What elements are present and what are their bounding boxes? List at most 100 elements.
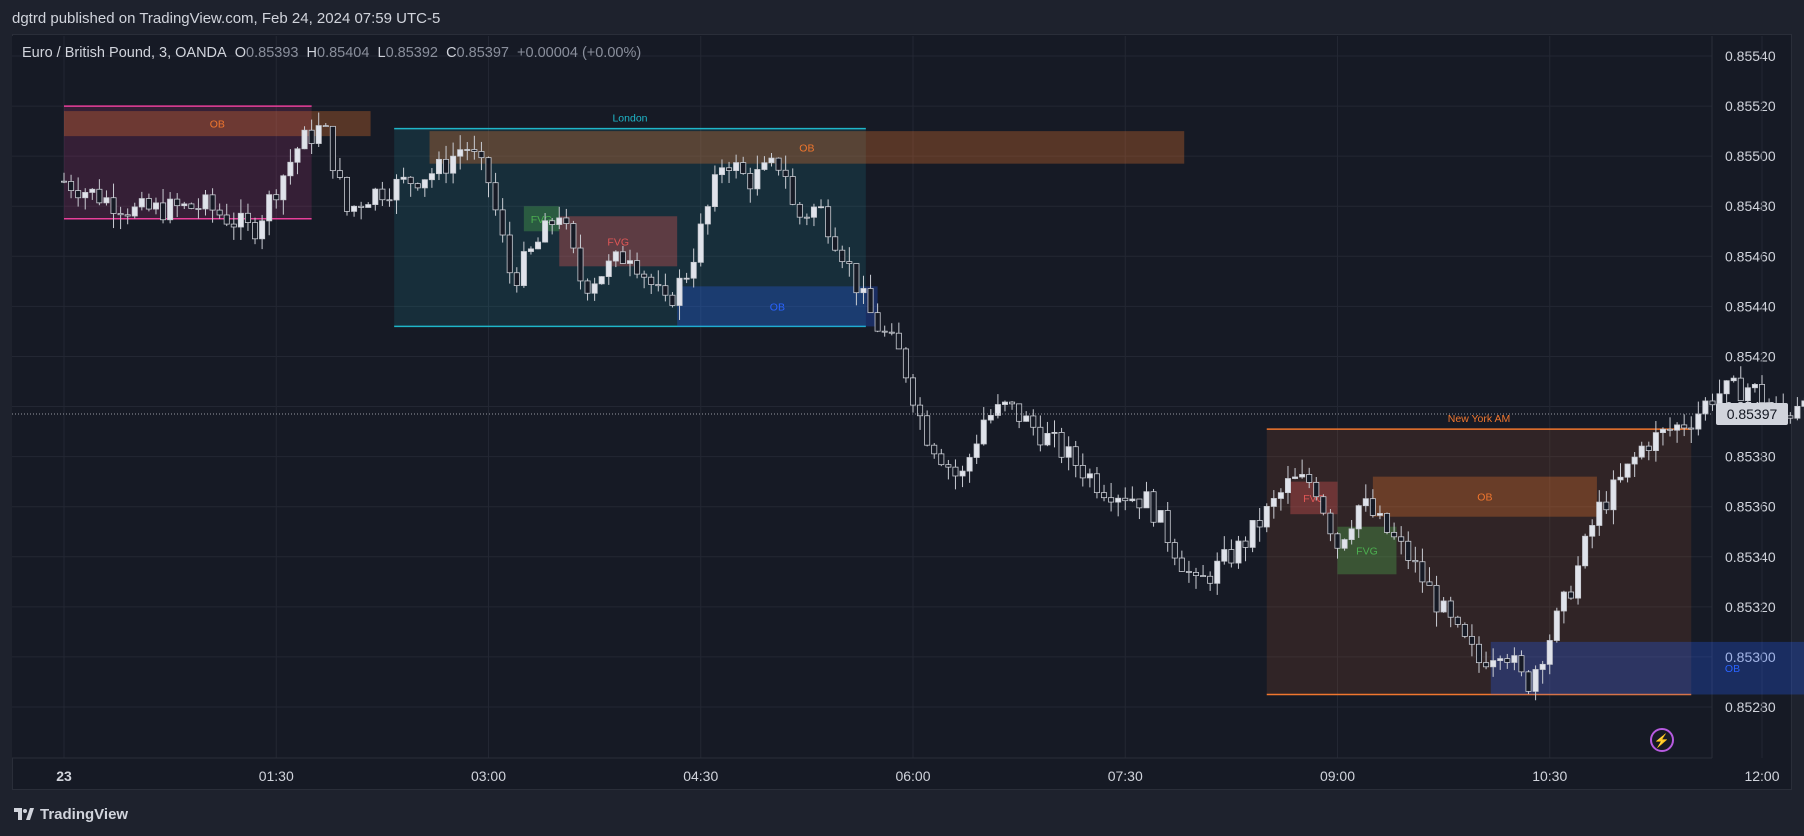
candle-body (1709, 400, 1716, 406)
candle-body (160, 202, 167, 221)
candle-body (1801, 400, 1804, 407)
current-price-tag[interactable] (1716, 403, 1788, 426)
zone-label: OB (770, 301, 785, 313)
candle-body (386, 199, 393, 202)
candle-body (952, 466, 959, 477)
candle-body (1560, 591, 1567, 612)
candle-body (1476, 643, 1483, 664)
candle-body (1567, 591, 1574, 599)
candle-body (450, 155, 457, 174)
candle-body (1221, 549, 1228, 562)
candle-body (888, 331, 895, 334)
candle-body (61, 180, 68, 183)
y-tick-label: 0.85320 (1725, 599, 1776, 615)
candle-body (1023, 415, 1030, 422)
x-tick-label: 01:30 (259, 768, 294, 784)
candle-body (443, 158, 450, 174)
candle-body (202, 194, 209, 210)
candle-body (1051, 432, 1058, 434)
candle-body (704, 206, 711, 225)
candle-body (634, 260, 641, 275)
candle-body (895, 332, 902, 350)
zone-label: OB (799, 142, 814, 154)
tradingview-brand[interactable]: TradingView (14, 806, 128, 823)
candle-body (1093, 473, 1100, 494)
candle-body (1270, 498, 1277, 507)
candle-body (209, 194, 216, 211)
candle-body (1108, 497, 1115, 503)
candle-body (322, 125, 329, 127)
candle-body (1136, 498, 1143, 509)
candle-body (520, 251, 527, 286)
candle-body (1645, 445, 1652, 452)
candle-body (938, 453, 945, 466)
zone-ob-blue[interactable] (677, 286, 878, 327)
candle-body (1596, 501, 1603, 526)
zone-session[interactable] (394, 128, 866, 327)
candle-body (223, 214, 230, 225)
candle-body (761, 162, 768, 170)
bottom-bar (0, 792, 1804, 836)
zone-ob-orange[interactable] (429, 131, 1185, 164)
candle-body (1320, 496, 1327, 514)
candle-body (1150, 491, 1157, 523)
candle-body (1589, 525, 1596, 537)
zone-fvg-green[interactable] (523, 206, 560, 232)
candle-body (1461, 623, 1468, 637)
candle-body (1659, 428, 1666, 434)
candle-body (577, 247, 584, 282)
candle-body (676, 277, 683, 306)
y-tick-label: 0.85460 (1725, 248, 1776, 264)
candle-body (1284, 478, 1291, 494)
candle-body (1185, 571, 1192, 573)
candle-body (542, 220, 549, 243)
candle-body (570, 223, 577, 249)
candle-body (372, 188, 379, 205)
close-label: C (446, 45, 457, 61)
zone-label: FVG (1303, 493, 1325, 505)
candle-body (181, 203, 188, 207)
candle-body (973, 443, 980, 458)
candle-body (1681, 424, 1688, 429)
candle-body (1207, 575, 1214, 584)
brand-name: TradingView (40, 806, 129, 823)
candle-body (641, 273, 648, 278)
candle-body (174, 198, 181, 207)
candle-body (358, 205, 365, 208)
candle-body (1674, 424, 1681, 431)
candle-body (1787, 415, 1794, 419)
candle-body (1009, 401, 1016, 405)
y-tick-label: 0.85520 (1725, 98, 1776, 114)
lightning-icon[interactable]: ⚡ (1650, 728, 1674, 752)
candle-body (89, 188, 96, 193)
candle-body (796, 203, 803, 218)
zone-ob-orange[interactable] (1372, 476, 1597, 517)
y-tick-label: 0.85500 (1725, 148, 1776, 164)
candle-body (1667, 428, 1674, 431)
zone-fvg-green[interactable] (1337, 526, 1397, 575)
candle-body (393, 178, 400, 201)
candle-body (1737, 377, 1744, 402)
candle-body (365, 204, 372, 208)
candle-body (825, 206, 832, 238)
candle-body (867, 288, 874, 314)
candle-body (697, 223, 704, 263)
symbol-legend: Euro / British Pound, 3, OANDA O0.85393 … (22, 45, 641, 61)
candle-body (287, 161, 294, 177)
high-label: H (306, 45, 318, 61)
candle-body (591, 283, 598, 294)
candle-body (1504, 658, 1511, 663)
candle-body (1143, 491, 1150, 509)
candle-body (1575, 565, 1582, 599)
candle-body (1624, 463, 1631, 478)
zone-label: London (612, 113, 647, 125)
candle-body (1122, 497, 1129, 502)
candle-body (1362, 498, 1369, 507)
candle-body (343, 177, 350, 212)
candle-body (407, 176, 414, 184)
zone-label: New York AM (1448, 413, 1510, 425)
tradingview-logo-icon (14, 807, 34, 820)
candle-body (1412, 560, 1419, 563)
candle-body (1178, 557, 1185, 572)
